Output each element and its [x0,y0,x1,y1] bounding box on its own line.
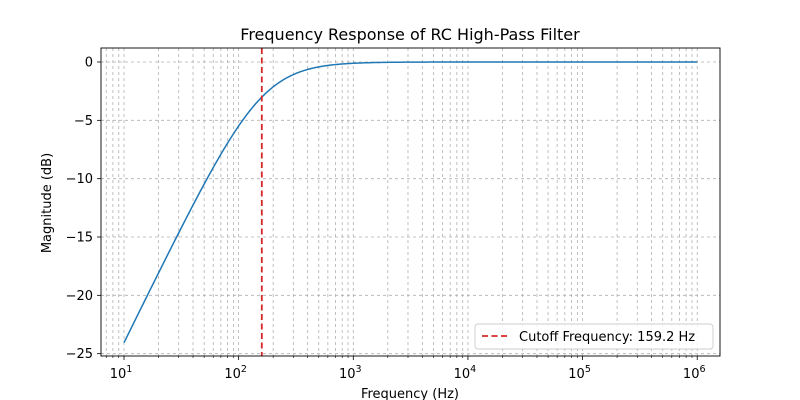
y-tick-label: −10 [66,172,93,187]
plot-frame [100,47,721,357]
y-tick-label: 0 [85,56,93,71]
x-tick-label-exponent: 6 [699,364,705,375]
x-axis-ticks: 101 102 103 104 105 106 [105,356,706,382]
x-tick-label-exponent: 5 [585,364,591,375]
x-tick-label: 102 [224,364,247,382]
magnitude-response-line [123,61,698,343]
major-grid [101,48,720,356]
y-tick-label: −20 [66,289,93,304]
legend-box [474,323,714,350]
x-axis-label: Frequency (Hz) [361,387,459,400]
x-tick-label-exponent: 4 [470,364,476,375]
x-tick-label: 105 [568,364,591,382]
legend: Cutoff Frequency: 159.2 Hz [474,323,714,350]
x-tick-label: 101 [110,364,133,382]
y-tick-label: −5 [74,114,93,129]
x-tick-label-exponent: 3 [356,364,362,375]
series-layer [123,48,698,356]
y-axis-label: Magnitude (dB) [40,153,55,253]
y-axis-ticks: 0 −5 −10 −15 −20 −25 [66,56,101,362]
legend-label-cutoff: Cutoff Frequency: 159.2 Hz [519,330,695,345]
x-tick-label-exponent: 1 [126,364,132,375]
x-tick-label-exponent: 2 [241,364,247,375]
chart-title: Frequency Response of RC High-Pass Filte… [240,25,580,44]
x-tick-label: 103 [339,364,362,382]
x-tick-label: 106 [683,364,706,382]
y-tick-label: −25 [66,347,93,362]
x-tick-label: 104 [454,364,477,382]
y-tick-label: −15 [66,231,93,246]
